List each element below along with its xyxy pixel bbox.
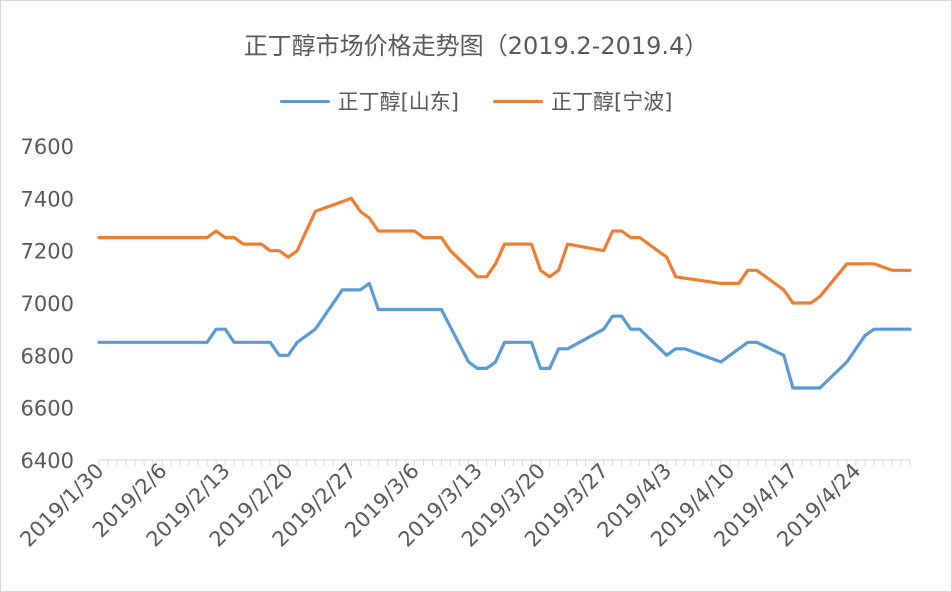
chart-title: 正丁醇市场价格走势图（2019.2-2019.4）	[243, 32, 709, 60]
series-line-ningbo	[97, 196, 912, 305]
legend-label-ningbo: 正丁醇[宁波]	[551, 90, 673, 114]
series-line-shandong	[97, 281, 912, 390]
legend-line-ningbo	[493, 99, 543, 103]
y-tick-label: 6400	[21, 449, 74, 473]
y-tick-label: 7000	[21, 292, 74, 316]
y-tick-label: 7200	[21, 240, 74, 264]
legend-item-ningbo: 正丁醇[宁波]	[493, 86, 672, 116]
legend-line-shandong	[279, 99, 330, 103]
y-tick-label: 7600	[21, 135, 74, 159]
legend: 正丁醇[山东] 正丁醇[宁波]	[0, 86, 952, 116]
legend-label-shandong: 正丁醇[山东]	[337, 90, 459, 114]
y-tick-label: 6800	[21, 344, 74, 368]
legend-item-shandong: 正丁醇[山东]	[279, 86, 459, 116]
y-tick-label: 7400	[21, 187, 74, 211]
y-tick-label: 6600	[21, 397, 74, 421]
